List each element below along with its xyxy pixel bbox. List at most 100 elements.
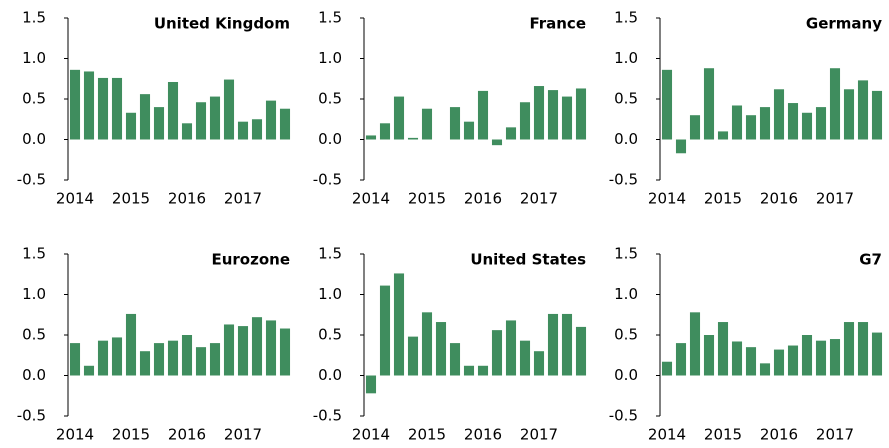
bar — [843, 89, 855, 140]
bar — [505, 127, 517, 140]
bar — [265, 320, 277, 376]
y-tick-label: -0.5 — [313, 407, 342, 425]
bar — [181, 335, 193, 376]
x-tick-label: 2016 — [464, 426, 502, 444]
panel-title: United States — [470, 251, 586, 269]
y-tick-label: 0.5 — [318, 326, 342, 344]
bar — [871, 90, 883, 140]
bar — [801, 335, 813, 376]
bar — [449, 343, 461, 376]
bar — [547, 90, 559, 140]
x-tick-label: 2017 — [816, 190, 854, 208]
bar — [421, 312, 433, 376]
bar — [365, 375, 377, 394]
bar — [717, 131, 729, 140]
y-tick-label: 0.5 — [22, 90, 46, 108]
bar — [857, 322, 869, 376]
bar — [393, 273, 405, 376]
bar — [815, 340, 827, 376]
bar — [575, 88, 587, 140]
bar — [167, 340, 179, 376]
bar — [379, 285, 391, 376]
x-tick-label: 2014 — [352, 190, 390, 208]
bar — [125, 313, 137, 376]
bar — [491, 139, 503, 146]
bar — [463, 121, 475, 140]
panel-title: G7 — [859, 251, 882, 269]
bar — [181, 123, 193, 140]
y-tick-label: 0.5 — [22, 326, 46, 344]
bar — [167, 81, 179, 140]
bar — [745, 347, 757, 376]
y-tick-label: 1.0 — [318, 285, 342, 303]
bar — [661, 69, 673, 140]
bar — [661, 361, 673, 376]
y-tick-label: 0.0 — [22, 366, 46, 384]
bar — [449, 107, 461, 140]
bar — [195, 347, 207, 376]
bar — [379, 123, 391, 140]
bar — [223, 324, 235, 376]
y-tick-label: 1.0 — [22, 285, 46, 303]
y-tick-label: -0.5 — [313, 171, 342, 189]
y-tick-label: -0.5 — [609, 171, 638, 189]
bar — [533, 351, 545, 376]
bar — [491, 330, 503, 376]
bar — [237, 326, 249, 376]
bar — [829, 339, 841, 376]
bar — [83, 71, 95, 140]
bar — [139, 94, 151, 140]
x-tick-label: 2017 — [224, 190, 262, 208]
bar — [519, 102, 531, 140]
bar — [731, 105, 743, 140]
bar — [209, 343, 221, 376]
x-tick-label: 2016 — [168, 426, 206, 444]
bar — [463, 365, 475, 376]
panel-title: France — [529, 15, 586, 33]
bar — [843, 322, 855, 376]
x-tick-label: 2015 — [408, 426, 446, 444]
bar — [223, 79, 235, 140]
bar — [787, 345, 799, 376]
bar — [237, 121, 249, 140]
x-tick-label: 2015 — [112, 426, 150, 444]
bar — [689, 312, 701, 376]
y-tick-label: 0.5 — [614, 326, 638, 344]
y-tick-label: 1.5 — [614, 9, 638, 27]
x-tick-label: 2016 — [760, 190, 798, 208]
x-tick-label: 2015 — [408, 190, 446, 208]
x-tick-label: 2016 — [760, 426, 798, 444]
bar — [575, 326, 587, 376]
x-tick-label: 2014 — [648, 190, 686, 208]
bar — [97, 340, 109, 376]
bar — [745, 115, 757, 140]
bar — [773, 349, 785, 376]
bar — [689, 115, 701, 140]
bar — [435, 322, 447, 376]
bar — [717, 322, 729, 376]
x-tick-label: 2016 — [464, 190, 502, 208]
bar — [365, 135, 377, 140]
bar — [265, 100, 277, 140]
bar — [251, 119, 263, 140]
y-tick-label: 1.0 — [614, 49, 638, 67]
x-tick-label: 2014 — [56, 190, 94, 208]
y-tick-label: 1.5 — [614, 245, 638, 263]
bar — [279, 108, 291, 140]
y-tick-label: -0.5 — [609, 407, 638, 425]
x-tick-label: 2017 — [816, 426, 854, 444]
bar — [251, 317, 263, 376]
x-tick-label: 2017 — [224, 426, 262, 444]
y-tick-label: 0.0 — [614, 130, 638, 148]
bar — [703, 335, 715, 376]
panel-title: Germany — [806, 15, 882, 33]
x-tick-label: 2017 — [520, 426, 558, 444]
y-tick-label: 1.5 — [22, 9, 46, 27]
bar — [195, 102, 207, 140]
bar — [111, 337, 123, 376]
bar — [209, 96, 221, 140]
y-tick-label: -0.5 — [17, 407, 46, 425]
y-tick-label: 0.0 — [614, 366, 638, 384]
x-tick-label: 2014 — [56, 426, 94, 444]
x-tick-label: 2015 — [704, 426, 742, 444]
